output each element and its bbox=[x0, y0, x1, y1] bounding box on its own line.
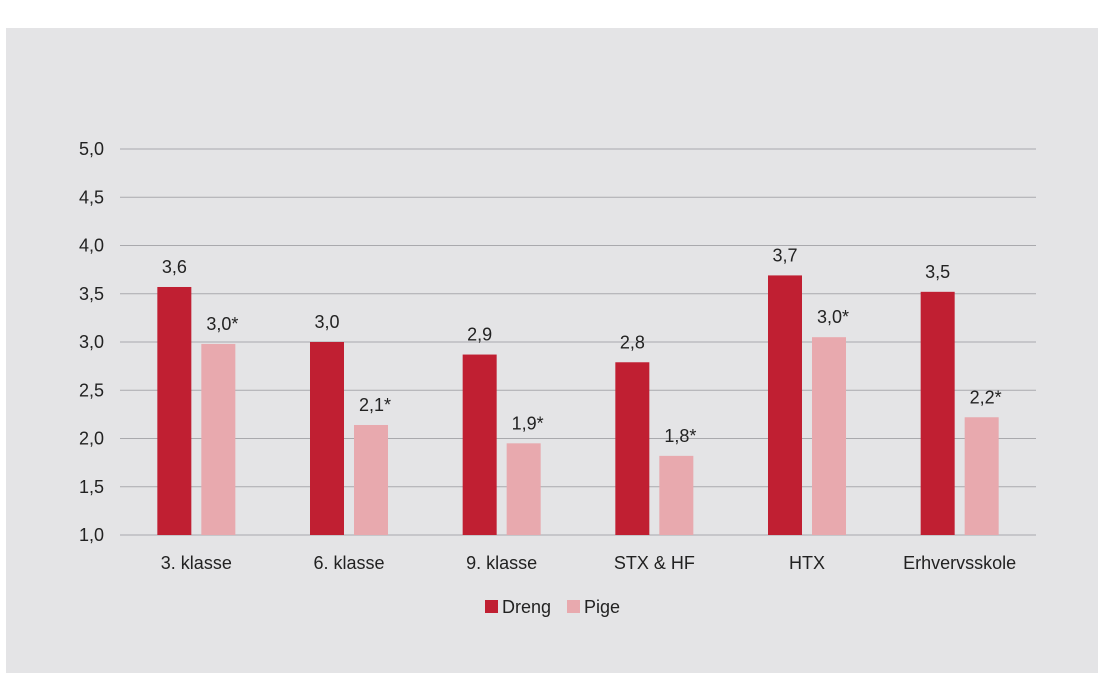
bar-dreng bbox=[615, 362, 650, 535]
legend-swatch-pige bbox=[567, 600, 580, 613]
bars bbox=[157, 275, 999, 535]
data-label: 2,1* bbox=[359, 395, 391, 415]
bar-dreng bbox=[920, 291, 955, 535]
y-tick-label: 5,0 bbox=[79, 139, 104, 159]
y-axis-ticks: 1,0 1,5 2,0 2,5 3,0 3,5 4,0 4,5 5,0 bbox=[79, 139, 104, 545]
data-label: 1,9* bbox=[512, 413, 544, 433]
bar-pige bbox=[506, 443, 541, 535]
data-labels: 3,6 3,0* 3,0 2,1* 2,9 1,9* 2,8 1,8* 3,7 3,0* 3,5 2,… bbox=[162, 245, 1002, 445]
x-category-label: Erhvervsskole bbox=[903, 553, 1016, 573]
data-label: 3,0 bbox=[314, 312, 339, 332]
y-tick-label: 4,5 bbox=[79, 187, 104, 207]
bar-pige bbox=[201, 343, 236, 535]
bar-dreng bbox=[310, 342, 344, 535]
data-label: 1,8* bbox=[664, 426, 696, 446]
bar-pige bbox=[354, 424, 388, 535]
left-edge bbox=[0, 0, 6, 673]
data-label: 2,9 bbox=[467, 325, 492, 345]
legend-swatch-dreng bbox=[485, 600, 498, 613]
y-tick-label: 2,5 bbox=[79, 380, 104, 400]
gridlines bbox=[120, 148, 1036, 536]
bar-dreng bbox=[157, 286, 192, 535]
bar-dreng bbox=[768, 275, 802, 535]
bar-pige bbox=[812, 337, 846, 535]
bar-pige bbox=[964, 417, 999, 535]
x-category-label: 3. klasse bbox=[161, 553, 232, 573]
x-category-label: 6. klasse bbox=[313, 553, 384, 573]
legend-label-dreng: Dreng bbox=[502, 597, 551, 617]
bar-dreng bbox=[462, 354, 497, 535]
data-label: 2,2* bbox=[970, 387, 1002, 407]
data-label: 3,0* bbox=[206, 314, 238, 334]
y-tick-label: 1,5 bbox=[79, 477, 104, 497]
y-tick-label: 3,5 bbox=[79, 284, 104, 304]
y-tick-label: 1,0 bbox=[79, 525, 104, 545]
y-tick-label: 4,0 bbox=[79, 236, 104, 256]
y-tick-label: 3,0 bbox=[79, 332, 104, 352]
legend: Dreng Pige bbox=[485, 597, 620, 617]
x-axis-categories: 3. klasse 6. klasse 9. klasse STX & HF HTX Er… bbox=[161, 553, 1016, 573]
x-category-label: 9. klasse bbox=[466, 553, 537, 573]
data-label: 2,8 bbox=[620, 332, 645, 352]
y-tick-label: 2,0 bbox=[79, 429, 104, 449]
bar-pige bbox=[659, 455, 694, 535]
x-category-label: STX & HF bbox=[614, 553, 695, 573]
x-category-label: HTX bbox=[789, 553, 825, 573]
data-label: 3,5 bbox=[925, 262, 950, 282]
data-label: 3,0* bbox=[817, 307, 849, 327]
data-label: 3,7 bbox=[772, 245, 797, 265]
data-label: 3,6 bbox=[162, 257, 187, 277]
legend-label-pige: Pige bbox=[584, 597, 620, 617]
